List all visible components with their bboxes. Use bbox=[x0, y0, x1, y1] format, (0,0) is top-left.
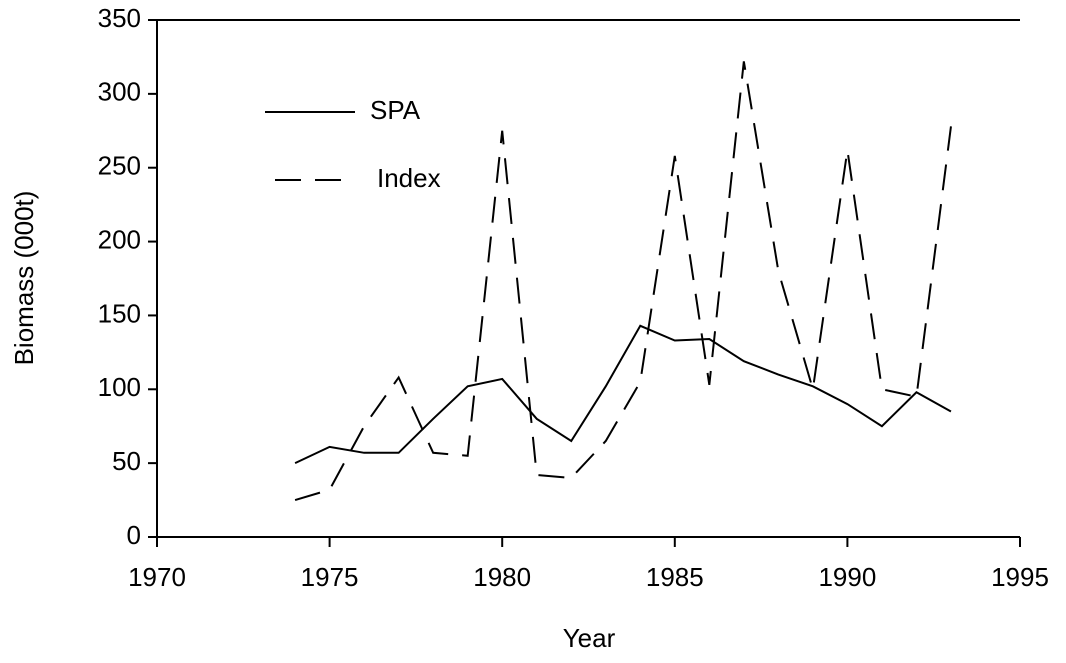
y-tick-label: 200 bbox=[98, 224, 141, 254]
y-tick-label: 100 bbox=[98, 372, 141, 402]
x-tick-label: 1995 bbox=[991, 562, 1049, 592]
y-tick-label: 50 bbox=[112, 446, 141, 476]
line-series bbox=[294, 61, 952, 502]
x-tick-label: 1975 bbox=[301, 562, 359, 592]
y-tick-label: 0 bbox=[127, 520, 141, 550]
x-tick-label: 1985 bbox=[646, 562, 704, 592]
line-series bbox=[294, 324, 952, 465]
legend-label: SPA bbox=[370, 95, 421, 125]
x-tick-label: 1980 bbox=[473, 562, 531, 592]
legend-label: Index bbox=[377, 163, 441, 193]
y-tick-label: 350 bbox=[98, 3, 141, 33]
y-tick-label: 250 bbox=[98, 151, 141, 181]
x-axis-label: Year bbox=[563, 623, 616, 653]
x-tick-label: 1970 bbox=[128, 562, 186, 592]
y-axis-label: Biomass (000t) bbox=[9, 191, 39, 366]
y-tick-label: 150 bbox=[98, 298, 141, 328]
y-tick-label: 300 bbox=[98, 77, 141, 107]
x-tick-label: 1990 bbox=[818, 562, 876, 592]
